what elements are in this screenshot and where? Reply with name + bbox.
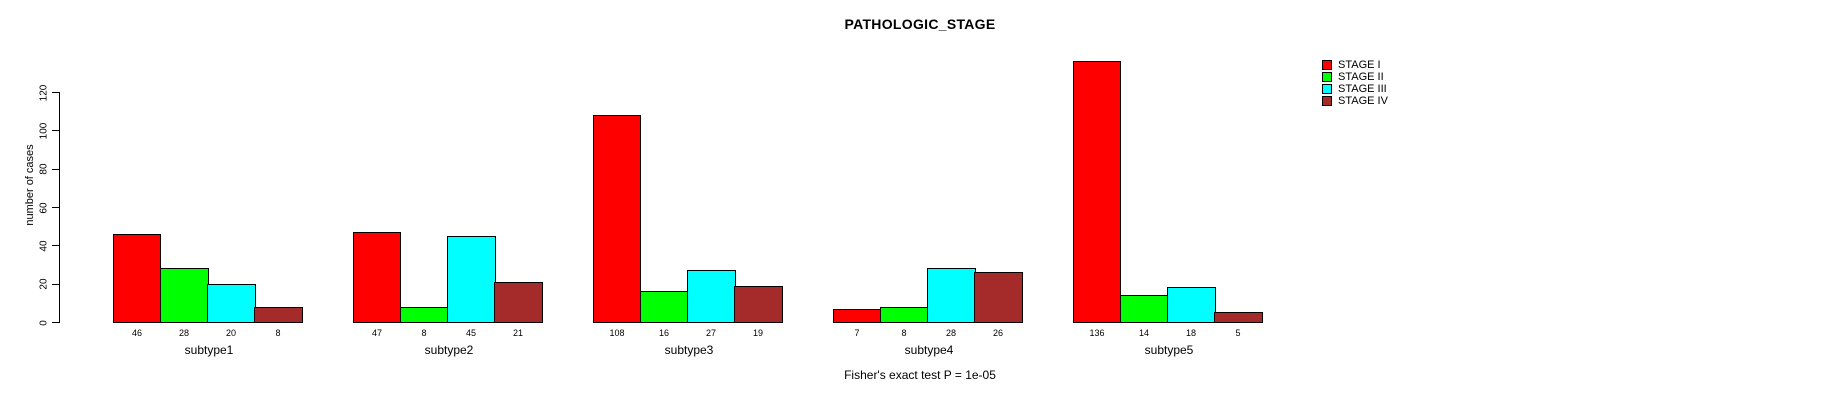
- y-axis-tick-label: 100: [38, 122, 50, 140]
- bar-value-label: 20: [225, 328, 236, 338]
- bar-subtype3-stage-ii: [640, 291, 689, 323]
- y-axis-tick: [52, 168, 59, 170]
- y-axis-tick-label: 80: [38, 163, 50, 175]
- bar-value-label: 47: [371, 328, 382, 338]
- legend-label: STAGE I: [1338, 59, 1381, 71]
- y-axis-tick: [52, 322, 59, 323]
- bar-value-label: 7: [854, 328, 860, 338]
- category-label-subtype4: subtype4: [904, 343, 954, 357]
- y-axis-line: [59, 92, 60, 323]
- category-label-subtype2: subtype2: [424, 343, 474, 357]
- legend-label: STAGE IV: [1338, 95, 1388, 107]
- bar-value-label: 5: [1235, 328, 1241, 338]
- bar-value-label: 45: [465, 328, 476, 338]
- y-axis-tick: [52, 207, 59, 208]
- bar-value-label: 136: [1089, 328, 1105, 338]
- bar-subtype1-stage-iv: [254, 307, 303, 323]
- bar-subtype1-stage-ii: [160, 268, 209, 323]
- legend-item-stage-i: STAGE I: [1322, 59, 1388, 71]
- bar-value-label: 27: [705, 328, 716, 338]
- y-axis-tick-label: 40: [38, 240, 50, 252]
- bar-subtype2-stage-ii: [400, 307, 449, 323]
- legend-label: STAGE III: [1338, 83, 1387, 95]
- bar-subtype4-stage-iv: [974, 272, 1023, 323]
- bar-subtype5-stage-ii: [1120, 295, 1169, 323]
- category-label-subtype1: subtype1: [184, 343, 234, 357]
- bar-value-label: 8: [901, 328, 907, 338]
- bar-subtype5-stage-i: [1073, 61, 1121, 323]
- bar-subtype1-stage-i: [113, 234, 161, 323]
- bar-value-label: 14: [1138, 328, 1149, 338]
- bar-value-label: 46: [131, 328, 142, 338]
- bar-subtype2-stage-iv: [494, 282, 543, 323]
- bar-subtype4-stage-iii: [927, 268, 976, 323]
- y-axis-tick-label: 120: [38, 84, 50, 101]
- y-axis-tick: [52, 245, 59, 247]
- bar-value-label: 108: [609, 328, 625, 338]
- bar-value-label: 8: [421, 328, 427, 338]
- fisher-test-annotation: Fisher's exact test P = 1e-05: [844, 368, 996, 382]
- y-axis-tick: [52, 92, 59, 93]
- bar-value-label: 16: [658, 328, 669, 338]
- bar-subtype4-stage-i: [833, 309, 881, 323]
- bar-value-label: 28: [945, 328, 956, 338]
- legend: STAGE I STAGE II STAGE III STAGE IV: [1322, 60, 1388, 108]
- y-axis-tick-label: 20: [38, 278, 50, 290]
- legend-item-stage-iv: STAGE IV: [1322, 95, 1388, 107]
- bar-subtype3-stage-i: [593, 115, 641, 323]
- category-label-subtype3: subtype3: [664, 343, 714, 357]
- y-axis-tick: [52, 283, 59, 285]
- bar-value-label: 19: [752, 328, 763, 338]
- legend-label: STAGE II: [1338, 71, 1384, 83]
- legend-item-stage-ii: STAGE II: [1322, 71, 1388, 83]
- bar-subtype2-stage-i: [353, 232, 401, 323]
- legend-swatch-stage-iv: [1322, 96, 1332, 106]
- legend-swatch-stage-i: [1322, 60, 1332, 70]
- bar-subtype3-stage-iii: [687, 270, 736, 323]
- bar-value-label: 18: [1185, 328, 1196, 338]
- y-axis-label: number of cases: [24, 144, 36, 226]
- bar-subtype4-stage-ii: [880, 307, 929, 323]
- bar-subtype5-stage-iii: [1167, 287, 1216, 323]
- legend-swatch-stage-iii: [1322, 84, 1332, 94]
- y-axis-tick: [52, 130, 59, 132]
- bar-value-label: 8: [275, 328, 281, 338]
- bar-value-label: 28: [178, 328, 189, 338]
- category-label-subtype5: subtype5: [1144, 343, 1194, 357]
- legend-item-stage-iii: STAGE III: [1322, 83, 1388, 95]
- y-axis-tick-label: 60: [38, 201, 50, 214]
- chart-title: PATHOLOGIC_STAGE: [844, 16, 996, 32]
- legend-swatch-stage-ii: [1322, 72, 1332, 82]
- y-axis-tick-label: 0: [38, 319, 50, 326]
- bar-subtype2-stage-iii: [447, 236, 496, 323]
- bar-value-label: 21: [512, 328, 523, 338]
- bar-value-label: 26: [992, 328, 1003, 338]
- bar-subtype3-stage-iv: [734, 286, 783, 323]
- bar-subtype1-stage-iii: [207, 284, 256, 323]
- bar-subtype5-stage-iv: [1214, 312, 1263, 323]
